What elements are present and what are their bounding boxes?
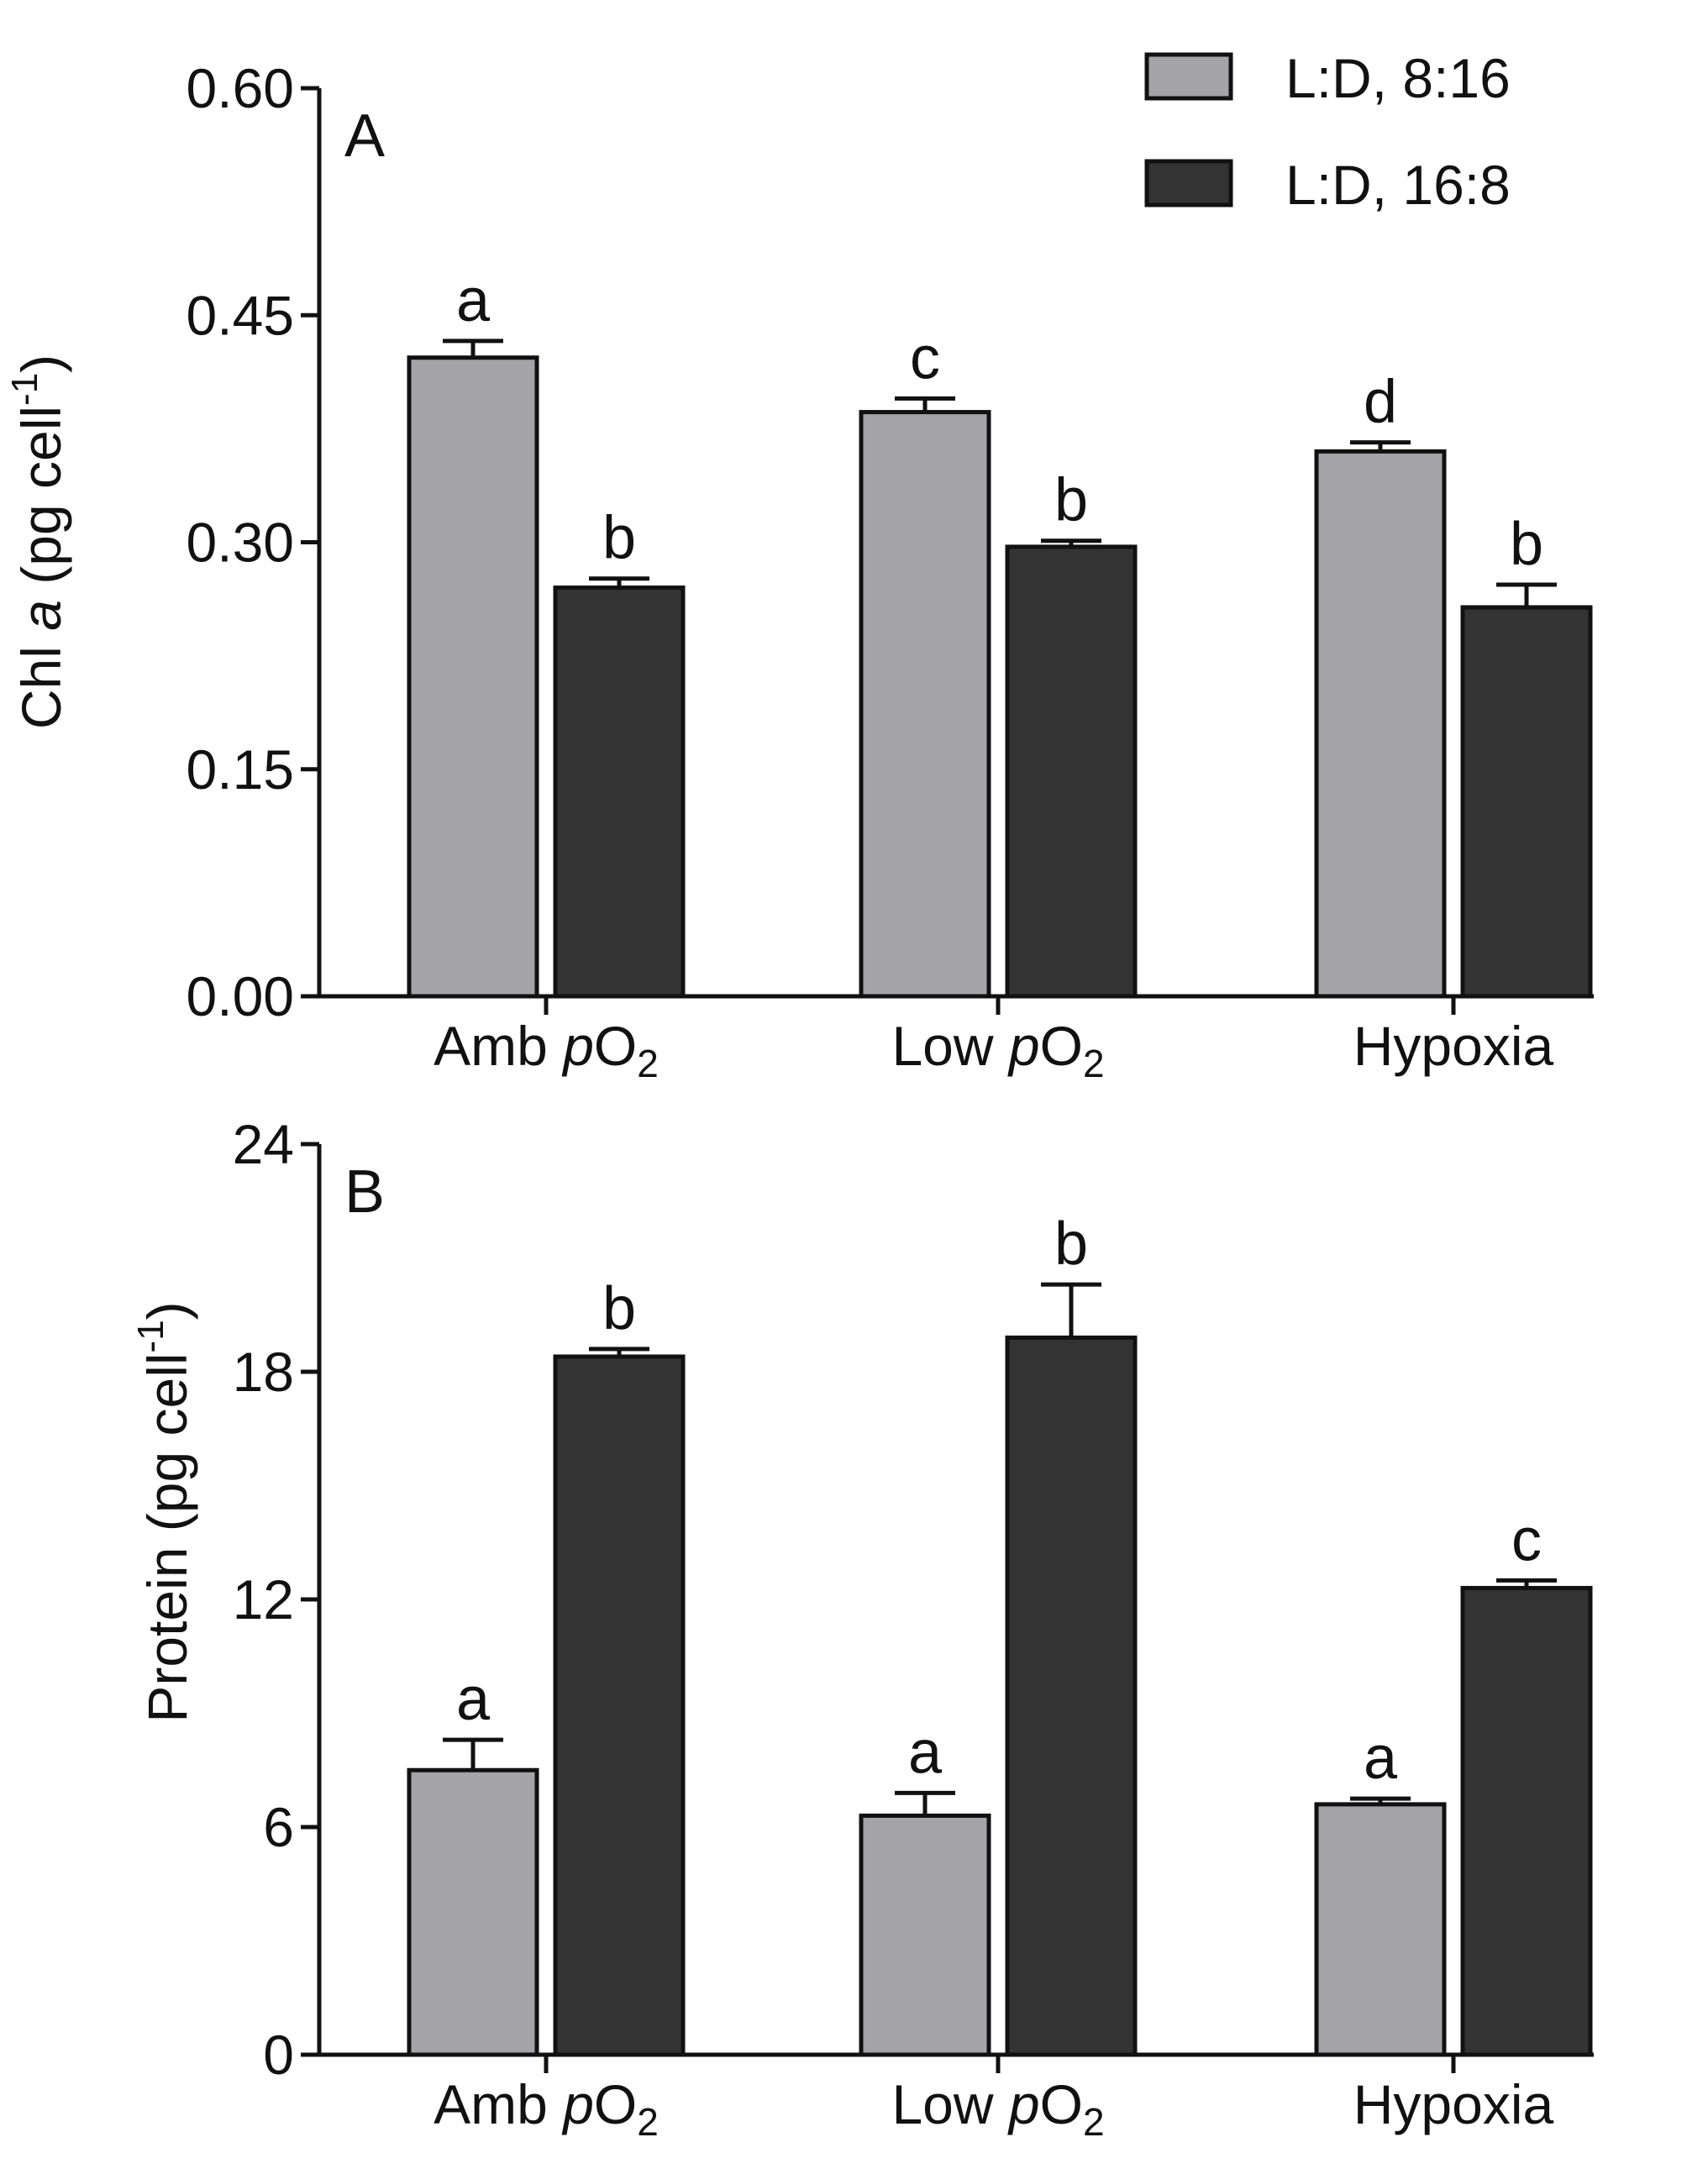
- y-axis-title-text: Protein (pg cell: [136, 1352, 198, 1722]
- bar: [553, 586, 686, 999]
- y-axis-title-text: ): [136, 1301, 198, 1320]
- bar: [1005, 544, 1138, 999]
- legend-label-ld-16-8: L:D, 16:8: [1285, 154, 1511, 216]
- bar: [1314, 449, 1447, 999]
- y-tick-label: 0.45: [187, 284, 294, 346]
- y-axis-title-italic: a: [10, 600, 72, 631]
- significance-letter: a: [1364, 1725, 1398, 1792]
- bar: [407, 1767, 539, 2057]
- y-tick-label: 18: [233, 1341, 294, 1403]
- legend-swatch-ld-16-8: [1144, 159, 1233, 207]
- y-axis-title: Protein (pg cell-1): [130, 1301, 198, 1722]
- bar: [407, 355, 539, 999]
- significance-letter: b: [1054, 467, 1088, 534]
- y-axis-title: Chl a (pg cell-1): [4, 354, 72, 729]
- category-text: Amb: [434, 1015, 563, 1077]
- significance-letter: b: [602, 1275, 636, 1342]
- bar: [859, 1813, 991, 2057]
- significance-letter: d: [1364, 369, 1397, 436]
- category-italic: p: [561, 1015, 594, 1077]
- bar: [1460, 605, 1593, 999]
- category-text: O: [1040, 2073, 1083, 2135]
- category-subscript: 2: [1083, 1042, 1105, 1085]
- y-axis-title-text: (pg cell: [10, 406, 72, 600]
- significance-letter: b: [1054, 1210, 1088, 1278]
- y-tick-label: 0.00: [187, 965, 294, 1027]
- y-tick-label: 0.30: [187, 512, 294, 574]
- x-category-label: Amb pO2: [434, 1015, 659, 1085]
- category-text: Amb: [434, 2073, 563, 2135]
- y-tick-label: 0: [263, 2024, 294, 2086]
- category-subscript: 2: [637, 2100, 659, 2144]
- significance-letter: a: [456, 1666, 491, 1733]
- category-subscript: 2: [1083, 2100, 1105, 2144]
- category-text: Hypoxia: [1353, 2073, 1554, 2135]
- y-tick-label: 0.60: [187, 57, 294, 119]
- significance-letter: b: [602, 505, 636, 572]
- category-text: O: [594, 1015, 637, 1077]
- bar: [1005, 1335, 1138, 2057]
- y-axis-title-text: ): [10, 354, 72, 373]
- y-tick-label: 24: [233, 1113, 294, 1175]
- y-tick-label: 12: [233, 1568, 294, 1630]
- category-text: Low: [891, 2073, 1008, 2135]
- legend-swatch-ld-8-16: [1144, 52, 1233, 101]
- x-category-label: Hypoxia: [1353, 2073, 1554, 2135]
- bar: [553, 1354, 686, 2057]
- category-text: Hypoxia: [1353, 1015, 1554, 1077]
- x-category-label: Low pO2: [891, 2073, 1104, 2144]
- y-axis-title-superscript: -1: [130, 1320, 171, 1352]
- bar: [1314, 1802, 1447, 2057]
- bar: [1460, 1585, 1593, 2057]
- significance-letter: c: [1511, 1506, 1542, 1573]
- y-axis-title-superscript: -1: [4, 373, 45, 406]
- category-italic: p: [1007, 1015, 1040, 1077]
- x-category-label: Hypoxia: [1353, 1015, 1554, 1077]
- bar: [859, 410, 991, 999]
- category-italic: p: [561, 2073, 594, 2135]
- category-text: Low: [891, 1015, 1008, 1077]
- category-subscript: 2: [637, 1042, 659, 1085]
- category-text: O: [1040, 1015, 1083, 1077]
- x-category-label: Amb pO2: [434, 2073, 659, 2144]
- y-tick-label: 6: [263, 1796, 294, 1858]
- legend: L:D, 8:16 L:D, 16:8: [1144, 47, 1511, 216]
- x-category-label: Low pO2: [891, 1015, 1104, 1085]
- panel-letter: B: [344, 1158, 385, 1226]
- legend-label-ld-8-16: L:D, 8:16: [1285, 47, 1511, 109]
- category-text: O: [594, 2073, 637, 2135]
- significance-letter: b: [1510, 511, 1543, 578]
- category-italic: p: [1007, 2073, 1040, 2135]
- y-tick-label: 0.15: [187, 738, 294, 801]
- y-axis-title-text: Chl: [10, 631, 72, 729]
- significance-letter: a: [908, 1719, 943, 1786]
- significance-letter: c: [910, 324, 940, 391]
- panel-letter: A: [344, 102, 385, 170]
- significance-letter: a: [456, 267, 491, 334]
